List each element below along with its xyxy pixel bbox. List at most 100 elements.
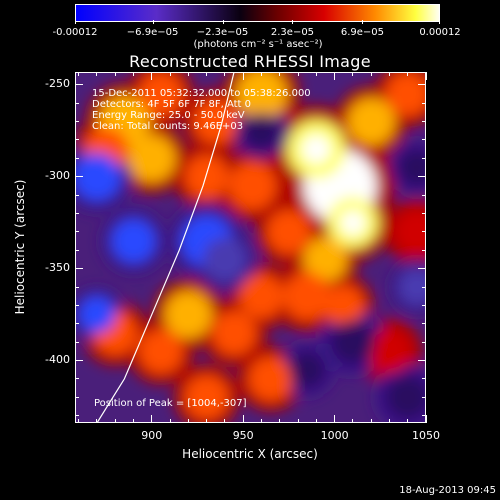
x-tick-label: 1050 (412, 429, 440, 442)
x-minor-tick (297, 419, 299, 423)
heatmap-blob (385, 72, 426, 116)
x-minor-tick-top (425, 72, 427, 76)
y-minor-tick-right (422, 268, 426, 270)
heatmap-blob (78, 296, 116, 333)
y-tick-label: -400 (45, 352, 70, 366)
y-minor-tick (75, 415, 79, 417)
x-minor-tick-top (297, 72, 299, 76)
colorbar-tick-label: −2.3e−05 (196, 27, 249, 38)
heatmap-blob (164, 290, 213, 339)
info-energy-range: Energy Range: 25.0 - 50.0 keV (92, 110, 245, 121)
y-minor-tick (75, 84, 79, 86)
colorbar-tick-label: 2.3e−05 (270, 27, 315, 38)
y-minor-tick (75, 231, 79, 233)
heatmap-blob (193, 99, 238, 144)
info-clean-counts: Clean: Total counts: 9.46E+03 (92, 121, 244, 132)
x-minor-tick-top (260, 72, 262, 76)
x-minor-tick (352, 419, 354, 423)
heatmap-blob (184, 154, 229, 199)
x-minor-tick (114, 419, 116, 423)
heatmap-blob (184, 375, 229, 420)
x-minor-tick (242, 419, 244, 423)
x-tick-mark-top (334, 72, 336, 80)
y-minor-tick (75, 304, 79, 306)
info-time-range: 15-Dec-2011 05:32:32.000 to 05:38:26.000 (92, 88, 311, 99)
y-minor-tick-right (422, 102, 426, 104)
x-minor-tick-top (279, 72, 281, 76)
x-minor-tick (370, 419, 372, 423)
heatmap-blob (138, 329, 183, 374)
y-tick-mark (75, 268, 83, 270)
chart-title: Reconstructed RHESSI Image (129, 52, 371, 71)
heatmap-blob-core (301, 134, 331, 164)
y-minor-tick (75, 213, 79, 214)
x-minor-tick-top (407, 72, 409, 76)
x-minor-tick (260, 419, 262, 423)
y-tick-mark (75, 360, 83, 362)
y-minor-tick-right (422, 378, 426, 380)
x-minor-tick (169, 419, 171, 423)
y-minor-tick-right (422, 84, 426, 86)
y-minor-tick-right (422, 157, 426, 159)
y-minor-tick (75, 194, 79, 196)
y-tick-label: -300 (45, 168, 70, 182)
y-minor-tick-right (422, 396, 426, 398)
x-minor-tick-top (242, 72, 244, 76)
y-minor-tick-right (422, 176, 426, 178)
x-minor-tick-top (187, 72, 189, 76)
y-minor-tick (75, 323, 79, 325)
colorbar-tick-label: 0.00012 (419, 27, 461, 38)
y-minor-tick-right (422, 121, 426, 123)
y-minor-tick (75, 157, 79, 159)
y-minor-tick-right (422, 194, 426, 196)
x-tick-label: 950 (232, 429, 254, 442)
heatmap-blob (303, 237, 348, 282)
x-minor-tick-top (151, 72, 153, 76)
x-minor-tick (133, 419, 134, 423)
colorbar-units: (photons cm⁻² s⁻¹ asec⁻²) (193, 39, 323, 50)
x-tick-mark-top (425, 72, 427, 80)
y-minor-tick (75, 268, 79, 270)
heatmap-blob (288, 351, 326, 388)
colorbar-tick-label: −6.9e−05 (126, 27, 179, 38)
x-minor-tick (151, 419, 153, 423)
heatmap-blobs (75, 72, 426, 423)
x-minor-tick-top (133, 72, 134, 76)
y-minor-tick-right (422, 286, 426, 288)
heatmap-blob (248, 356, 293, 401)
heatmap-blob (75, 152, 121, 201)
x-tick-label: 900 (141, 429, 163, 442)
colorbar-tick (152, 20, 154, 24)
heatmap-blob (394, 209, 426, 254)
heatmap-blob (347, 97, 395, 146)
colorbar-tick (439, 20, 440, 24)
y-minor-tick-right (422, 360, 426, 362)
y-tick-mark (75, 176, 83, 178)
peak-position-label: Position of Peak = [1004,-307] (94, 398, 247, 409)
y-minor-tick-right (422, 249, 426, 251)
y-tick-mark (75, 84, 83, 86)
colorbar-tick-label: -0.00012 (52, 27, 98, 38)
x-minor-tick (206, 419, 208, 423)
heatmap-blob (235, 72, 288, 120)
y-minor-tick (75, 102, 79, 104)
y-minor-tick (75, 396, 79, 398)
colorbar-tick-label: 6.9e−05 (340, 27, 385, 38)
x-minor-tick-top (224, 72, 226, 76)
y-minor-tick (75, 249, 79, 251)
y-minor-tick-right (422, 213, 426, 214)
x-minor-tick (388, 419, 390, 423)
x-tick-mark-top (242, 72, 244, 80)
footer-timestamp: 18-Aug-2013 09:45 (399, 485, 496, 496)
x-tick-mark-top (151, 72, 153, 80)
heatmap-blob (266, 209, 311, 254)
y-minor-tick (75, 360, 79, 362)
y-tick-label: -250 (45, 76, 70, 90)
x-minor-tick (224, 419, 226, 423)
y-minor-tick-right (422, 323, 426, 325)
heatmap-blob (243, 112, 280, 150)
heatmap-blob-core (340, 209, 366, 236)
x-minor-tick-top (96, 72, 98, 76)
heatmap-image (75, 72, 426, 423)
x-minor-tick (334, 419, 336, 423)
